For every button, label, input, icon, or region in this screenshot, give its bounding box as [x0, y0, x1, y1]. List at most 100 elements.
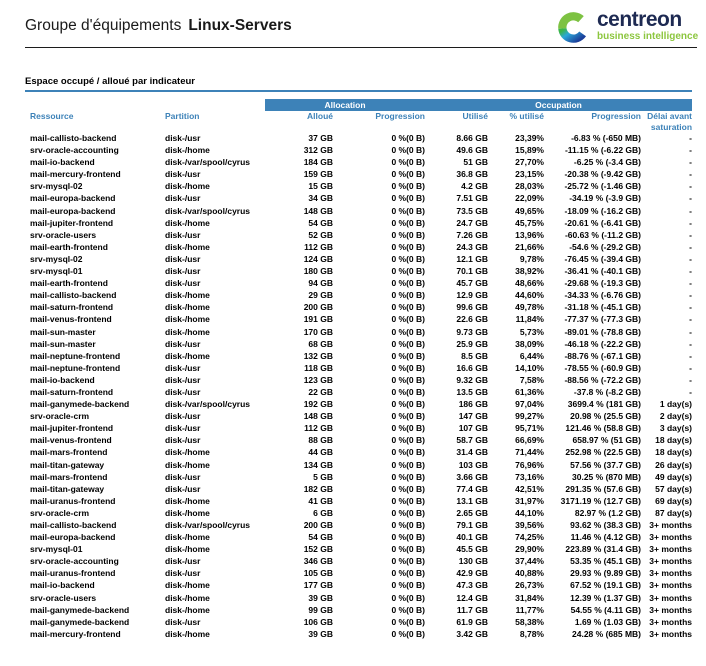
- cell-progression-occupation: 3699.4 % (181 GB): [567, 399, 641, 410]
- cell-pct-utilise: 8,78%: [519, 628, 544, 639]
- cell-progression-allocation: 0 %(0 B): [391, 217, 425, 228]
- cell-partition: disk-/usr: [165, 253, 201, 264]
- centreon-c-mark-icon: [556, 10, 591, 45]
- cell-pct-utilise: 45,75%: [515, 217, 544, 228]
- cell-ressource: mail-callisto-backend: [30, 290, 117, 301]
- cell-alloue: 44 GB: [308, 447, 333, 458]
- cell-partition: disk-/home: [165, 628, 210, 639]
- cell-progression-allocation: 0 %(0 B): [391, 447, 425, 458]
- cell-progression-occupation: -78.55 % (-60.9 GB): [564, 362, 641, 373]
- cell-progression-occupation: -77.37 % (-77.3 GB): [564, 314, 641, 325]
- cell-utilise: 8.66 GB: [456, 133, 488, 143]
- cell-pct-utilise: 13,96%: [515, 229, 544, 240]
- cell-utilise: 9.32 GB: [456, 374, 488, 385]
- cell-pct-utilise: 29,90%: [515, 544, 544, 555]
- cell-alloue: 200 GB: [303, 302, 333, 313]
- cell-progression-allocation: 0 %(0 B): [391, 145, 425, 156]
- cell-progression-allocation: 0 %(0 B): [391, 592, 425, 603]
- cell-progression-occupation: -34.33 % (-6.76 GB): [564, 290, 641, 301]
- cell-delai: -: [689, 133, 693, 143]
- table-row: mail-venus-frontend disk-/home 191 GB 0 …: [28, 313, 692, 325]
- column-header-progression-allocation: Progression: [375, 111, 425, 121]
- cell-partition: disk-/usr: [165, 374, 201, 385]
- cell-pct-utilise: 44,60%: [515, 290, 544, 301]
- cell-alloue: 180 GB: [303, 266, 333, 277]
- table-row: mail-jupiter-frontend disk-/home 54 GB 0…: [28, 217, 692, 229]
- table-row: srv-mysql-02 disk-/home 15 GB 0 %(0 B) 4…: [28, 180, 692, 192]
- cell-delai: 3+ months: [649, 568, 693, 579]
- cell-utilise: 77.4 GB: [456, 483, 488, 494]
- cell-pct-utilise: 61,36%: [515, 386, 544, 397]
- cell-alloue: 118 GB: [304, 362, 333, 373]
- cell-partition: disk-/var/spool/cyrus: [165, 399, 251, 410]
- table-row: mail-jupiter-frontend disk-/usr 112 GB 0…: [28, 422, 692, 434]
- cell-progression-allocation: 0 %(0 B): [391, 435, 425, 446]
- cell-ressource: mail-callisto-backend: [30, 133, 117, 143]
- cell-delai: 69 day(s): [655, 495, 693, 506]
- cell-progression-allocation: 0 %(0 B): [391, 362, 425, 373]
- cell-progression-allocation: 0 %(0 B): [391, 580, 425, 591]
- cell-partition: disk-/usr: [165, 556, 201, 567]
- table-row: mail-callisto-backend disk-/var/spool/cy…: [28, 519, 692, 531]
- cell-progression-occupation: 93.62 % (38.3 GB): [570, 520, 641, 530]
- table-row: mail-mars-frontend disk-/home 44 GB 0 %(…: [28, 446, 692, 458]
- cell-progression-allocation: 0 %(0 B): [391, 386, 425, 397]
- cell-delai: -: [689, 374, 693, 385]
- cell-partition: disk-/home: [165, 580, 210, 591]
- cell-pct-utilise: 40,88%: [515, 568, 544, 579]
- cell-ressource: srv-mysql-01: [30, 266, 83, 277]
- table-row: mail-uranus-frontend disk-/home 41 GB 0 …: [28, 495, 692, 507]
- cell-pct-utilise: 5,73%: [519, 326, 544, 337]
- cell-pct-utilise: 44,10%: [515, 507, 544, 518]
- cell-progression-allocation: 0 %(0 B): [391, 229, 425, 240]
- cell-ressource: mail-mercury-frontend: [30, 169, 121, 180]
- cell-partition: disk-/var/spool/cyrus: [165, 520, 251, 530]
- table-row: mail-io-backend disk-/home 177 GB 0 %(0 …: [28, 579, 692, 591]
- cell-ressource: mail-titan-gateway: [30, 459, 105, 470]
- cell-progression-occupation: 3171.19 % (12.7 GB): [560, 495, 641, 506]
- cell-utilise: 99.6 GB: [456, 302, 488, 313]
- cell-pct-utilise: 28,03%: [515, 181, 544, 192]
- cell-progression-occupation: 252.98 % (22.5 GB): [565, 447, 641, 458]
- cell-partition: disk-/home: [165, 350, 210, 361]
- cell-progression-occupation: 291.35 % (57.6 GB): [565, 483, 641, 494]
- cell-alloue: 105 GB: [303, 568, 333, 579]
- cell-progression-allocation: 0 %(0 B): [391, 568, 425, 579]
- cell-pct-utilise: 14,10%: [515, 362, 544, 373]
- cell-alloue: 15 GB: [308, 181, 333, 192]
- cell-ressource: mail-europa-backend: [30, 532, 116, 543]
- table-row: srv-mysql-02 disk-/usr 124 GB 0 %(0 B) 1…: [28, 253, 692, 265]
- cell-delai: -: [689, 169, 693, 180]
- cell-ressource: srv-mysql-02: [30, 181, 83, 192]
- cell-delai: -: [689, 326, 693, 337]
- cell-progression-occupation: -89.01 % (-78.8 GB): [564, 326, 641, 337]
- cell-pct-utilise: 11,84%: [515, 314, 544, 325]
- cell-pct-utilise: 66,69%: [515, 435, 544, 446]
- cell-ressource: srv-oracle-accounting: [30, 145, 119, 156]
- cell-progression-occupation: 24.28 % (685 MB): [572, 628, 641, 639]
- column-header-utilise: Utilisé: [462, 111, 488, 121]
- cell-utilise: 24.3 GB: [456, 241, 488, 252]
- indicator-table: Allocation Occupation Ressource Partitio…: [28, 99, 693, 640]
- cell-delai: -: [689, 157, 693, 168]
- cell-alloue: 37 GB: [308, 133, 333, 143]
- cell-pct-utilise: 23,15%: [515, 169, 544, 180]
- cell-utilise: 31.4 GB: [456, 447, 488, 458]
- cell-delai: 57 day(s): [655, 483, 693, 494]
- cell-progression-allocation: 0 %(0 B): [391, 193, 425, 204]
- cell-progression-allocation: 0 %(0 B): [391, 374, 425, 385]
- cell-pct-utilise: 7,58%: [519, 374, 544, 385]
- cell-pct-utilise: 48,66%: [515, 278, 544, 289]
- cell-partition: disk-/home: [165, 302, 210, 313]
- cell-progression-allocation: 0 %(0 B): [391, 471, 425, 482]
- cell-alloue: 39 GB: [308, 628, 333, 639]
- cell-ressource: srv-oracle-accounting: [30, 556, 119, 567]
- table-row: mail-earth-frontend disk-/usr 94 GB 0 %(…: [28, 277, 692, 289]
- table-row: srv-mysql-01 disk-/home 152 GB 0 %(0 B) …: [28, 543, 692, 555]
- cell-progression-allocation: 0 %(0 B): [391, 266, 425, 277]
- cell-pct-utilise: 6,44%: [519, 350, 544, 361]
- centreon-logo-text: centreon business intelligence: [597, 9, 698, 42]
- group-header-row: Allocation Occupation: [28, 99, 693, 111]
- cell-pct-utilise: 76,96%: [515, 459, 544, 470]
